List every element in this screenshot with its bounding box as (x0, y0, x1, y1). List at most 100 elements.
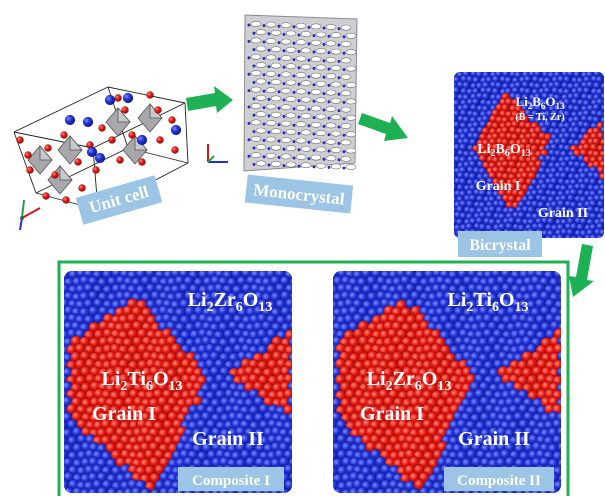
lattice-motif (255, 160, 267, 167)
lattice-motif (330, 130, 342, 137)
li-atom (252, 130, 256, 134)
li-atom (297, 115, 301, 119)
li-atom (277, 73, 281, 77)
composite2-panel: Li2Ti6O13 Li2Zr6O13 Grain I Grain II Com… (333, 271, 561, 493)
lattice-motif (300, 162, 312, 169)
lattice-motif (295, 104, 307, 111)
bicrystal-matrix-formula: Li2B6O13 (515, 94, 565, 111)
li-atom (312, 66, 316, 70)
li-atom (322, 75, 326, 79)
lattice-motif (250, 86, 262, 93)
lattice-motif (330, 65, 342, 71)
li-atom (337, 108, 341, 113)
lattice-motif (265, 87, 277, 94)
matrix-atom (558, 275, 561, 288)
composite2-label-tag (444, 467, 554, 491)
lattice-motif (285, 30, 297, 37)
li-atom (292, 57, 296, 62)
lattice-motif (255, 62, 267, 68)
oxygen-atom (168, 116, 176, 124)
matrix-atom (602, 87, 604, 97)
lattice-motif (310, 121, 322, 128)
li-atom (342, 100, 346, 104)
li-atom (277, 155, 281, 159)
lattice-motif (310, 89, 322, 95)
matrix-atom (556, 350, 561, 363)
matrix-atom (595, 234, 604, 238)
li-atom (322, 42, 326, 46)
lattice-motif (315, 146, 327, 153)
matrix-atom (365, 488, 378, 493)
lattice-motif (295, 39, 307, 46)
li-atom (322, 157, 326, 161)
lattice-motif (265, 103, 277, 110)
li-atom (297, 33, 301, 37)
lattice-motif (295, 121, 307, 128)
li-atom (307, 74, 311, 79)
li-atom (297, 131, 301, 135)
li-atom (342, 35, 346, 39)
lattice-motif (270, 111, 282, 118)
lattice-motif (300, 80, 312, 87)
arrow-icon (186, 86, 233, 113)
li-atom (297, 98, 301, 103)
monocrystal-label-tag: Monocrystal (244, 174, 354, 214)
li-atom (282, 147, 286, 151)
lattice-motif (340, 24, 352, 31)
li-atom (337, 76, 341, 80)
oxygen-atom (128, 131, 136, 139)
lattice-motif (285, 112, 297, 119)
lattice-motif (345, 164, 357, 170)
lattice-motif (325, 24, 337, 30)
unit-cell-structure (13, 86, 189, 211)
li-atom (282, 65, 286, 69)
matrix-atom (602, 200, 604, 210)
matrix-atom (279, 488, 291, 493)
composite-frame (57, 260, 570, 496)
lattice-motif (325, 155, 337, 162)
cell-edge (13, 131, 94, 149)
lattice-motif (315, 64, 327, 71)
lattice-motif (315, 130, 327, 136)
matrix-atom (556, 233, 566, 238)
li-atom (247, 105, 251, 109)
lattice-motif (285, 79, 297, 86)
oxygen-atom (154, 106, 162, 114)
lattice-motif (255, 45, 267, 52)
matrix-atom (558, 307, 561, 319)
lithium-atom (94, 152, 106, 164)
oxygen-atom (114, 94, 122, 102)
lattice-motif (330, 97, 342, 104)
li-atom (337, 141, 341, 145)
lattice-motif (250, 37, 262, 44)
lattice-motif (280, 120, 292, 127)
matrix-atom (427, 487, 440, 493)
lattice-motif (345, 49, 357, 56)
li-atom (267, 114, 271, 118)
unit-cell-label-tag: Unit cell (75, 175, 163, 225)
lattice-motif (295, 154, 307, 160)
matrix-atom (601, 120, 604, 130)
li-atom (307, 124, 311, 128)
matrix-atom (602, 178, 604, 188)
li-atom (322, 124, 326, 128)
lattice-motif (270, 46, 282, 53)
li-atom (327, 116, 331, 120)
lattice-motif (285, 128, 297, 135)
matrix-atom (589, 233, 598, 238)
lattice-motif (315, 97, 327, 104)
lattice-motif (270, 29, 282, 36)
oxygen-atom (78, 184, 86, 192)
li-atom (327, 100, 331, 104)
oxygen-atom (16, 136, 24, 144)
li-atom (247, 154, 251, 158)
li-atom (252, 162, 256, 166)
li-atom (312, 115, 316, 120)
li-atom (307, 140, 311, 144)
matrix-atom (87, 487, 100, 493)
li-atom (247, 121, 251, 125)
monocrystal-lattice (243, 14, 358, 172)
li-atom (322, 59, 326, 63)
lattice-motif (300, 96, 312, 103)
lattice-motif (265, 136, 277, 143)
